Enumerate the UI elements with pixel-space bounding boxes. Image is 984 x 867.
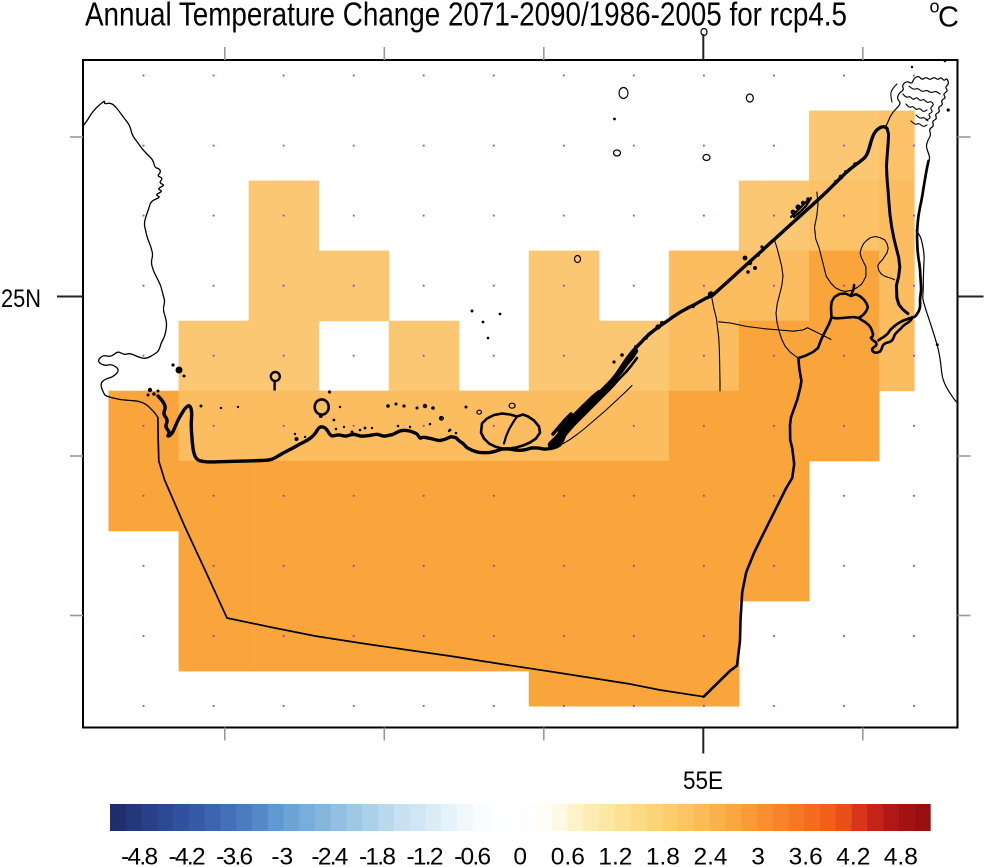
svg-text:-3.6: -3.6: [216, 844, 253, 867]
svg-text:-4.8: -4.8: [121, 844, 158, 867]
svg-text:-2.4: -2.4: [311, 844, 348, 867]
svg-text:C: C: [938, 2, 959, 34]
svg-text:2.4: 2.4: [693, 844, 727, 867]
svg-text:-4.2: -4.2: [169, 844, 206, 867]
svg-text:1.8: 1.8: [646, 844, 680, 867]
svg-text:1.2: 1.2: [598, 844, 632, 867]
svg-text:3: 3: [751, 844, 765, 867]
svg-text:-1.8: -1.8: [359, 844, 396, 867]
svg-text:-3: -3: [271, 844, 293, 867]
svg-text:-1.2: -1.2: [407, 844, 444, 867]
svg-text:Annual Temperature Change 2071: Annual Temperature Change 2071-2090/1986…: [85, 0, 847, 33]
svg-text:55E: 55E: [683, 767, 723, 795]
svg-text:4.8: 4.8: [884, 844, 918, 867]
svg-text:0.6: 0.6: [551, 844, 585, 867]
svg-text:0: 0: [513, 844, 527, 867]
svg-text:-0.6: -0.6: [454, 844, 491, 867]
svg-text:4.2: 4.2: [836, 844, 870, 867]
svg-text:o: o: [930, 0, 940, 17]
svg-text:3.6: 3.6: [789, 844, 823, 867]
svg-text:25N: 25N: [1, 285, 41, 313]
